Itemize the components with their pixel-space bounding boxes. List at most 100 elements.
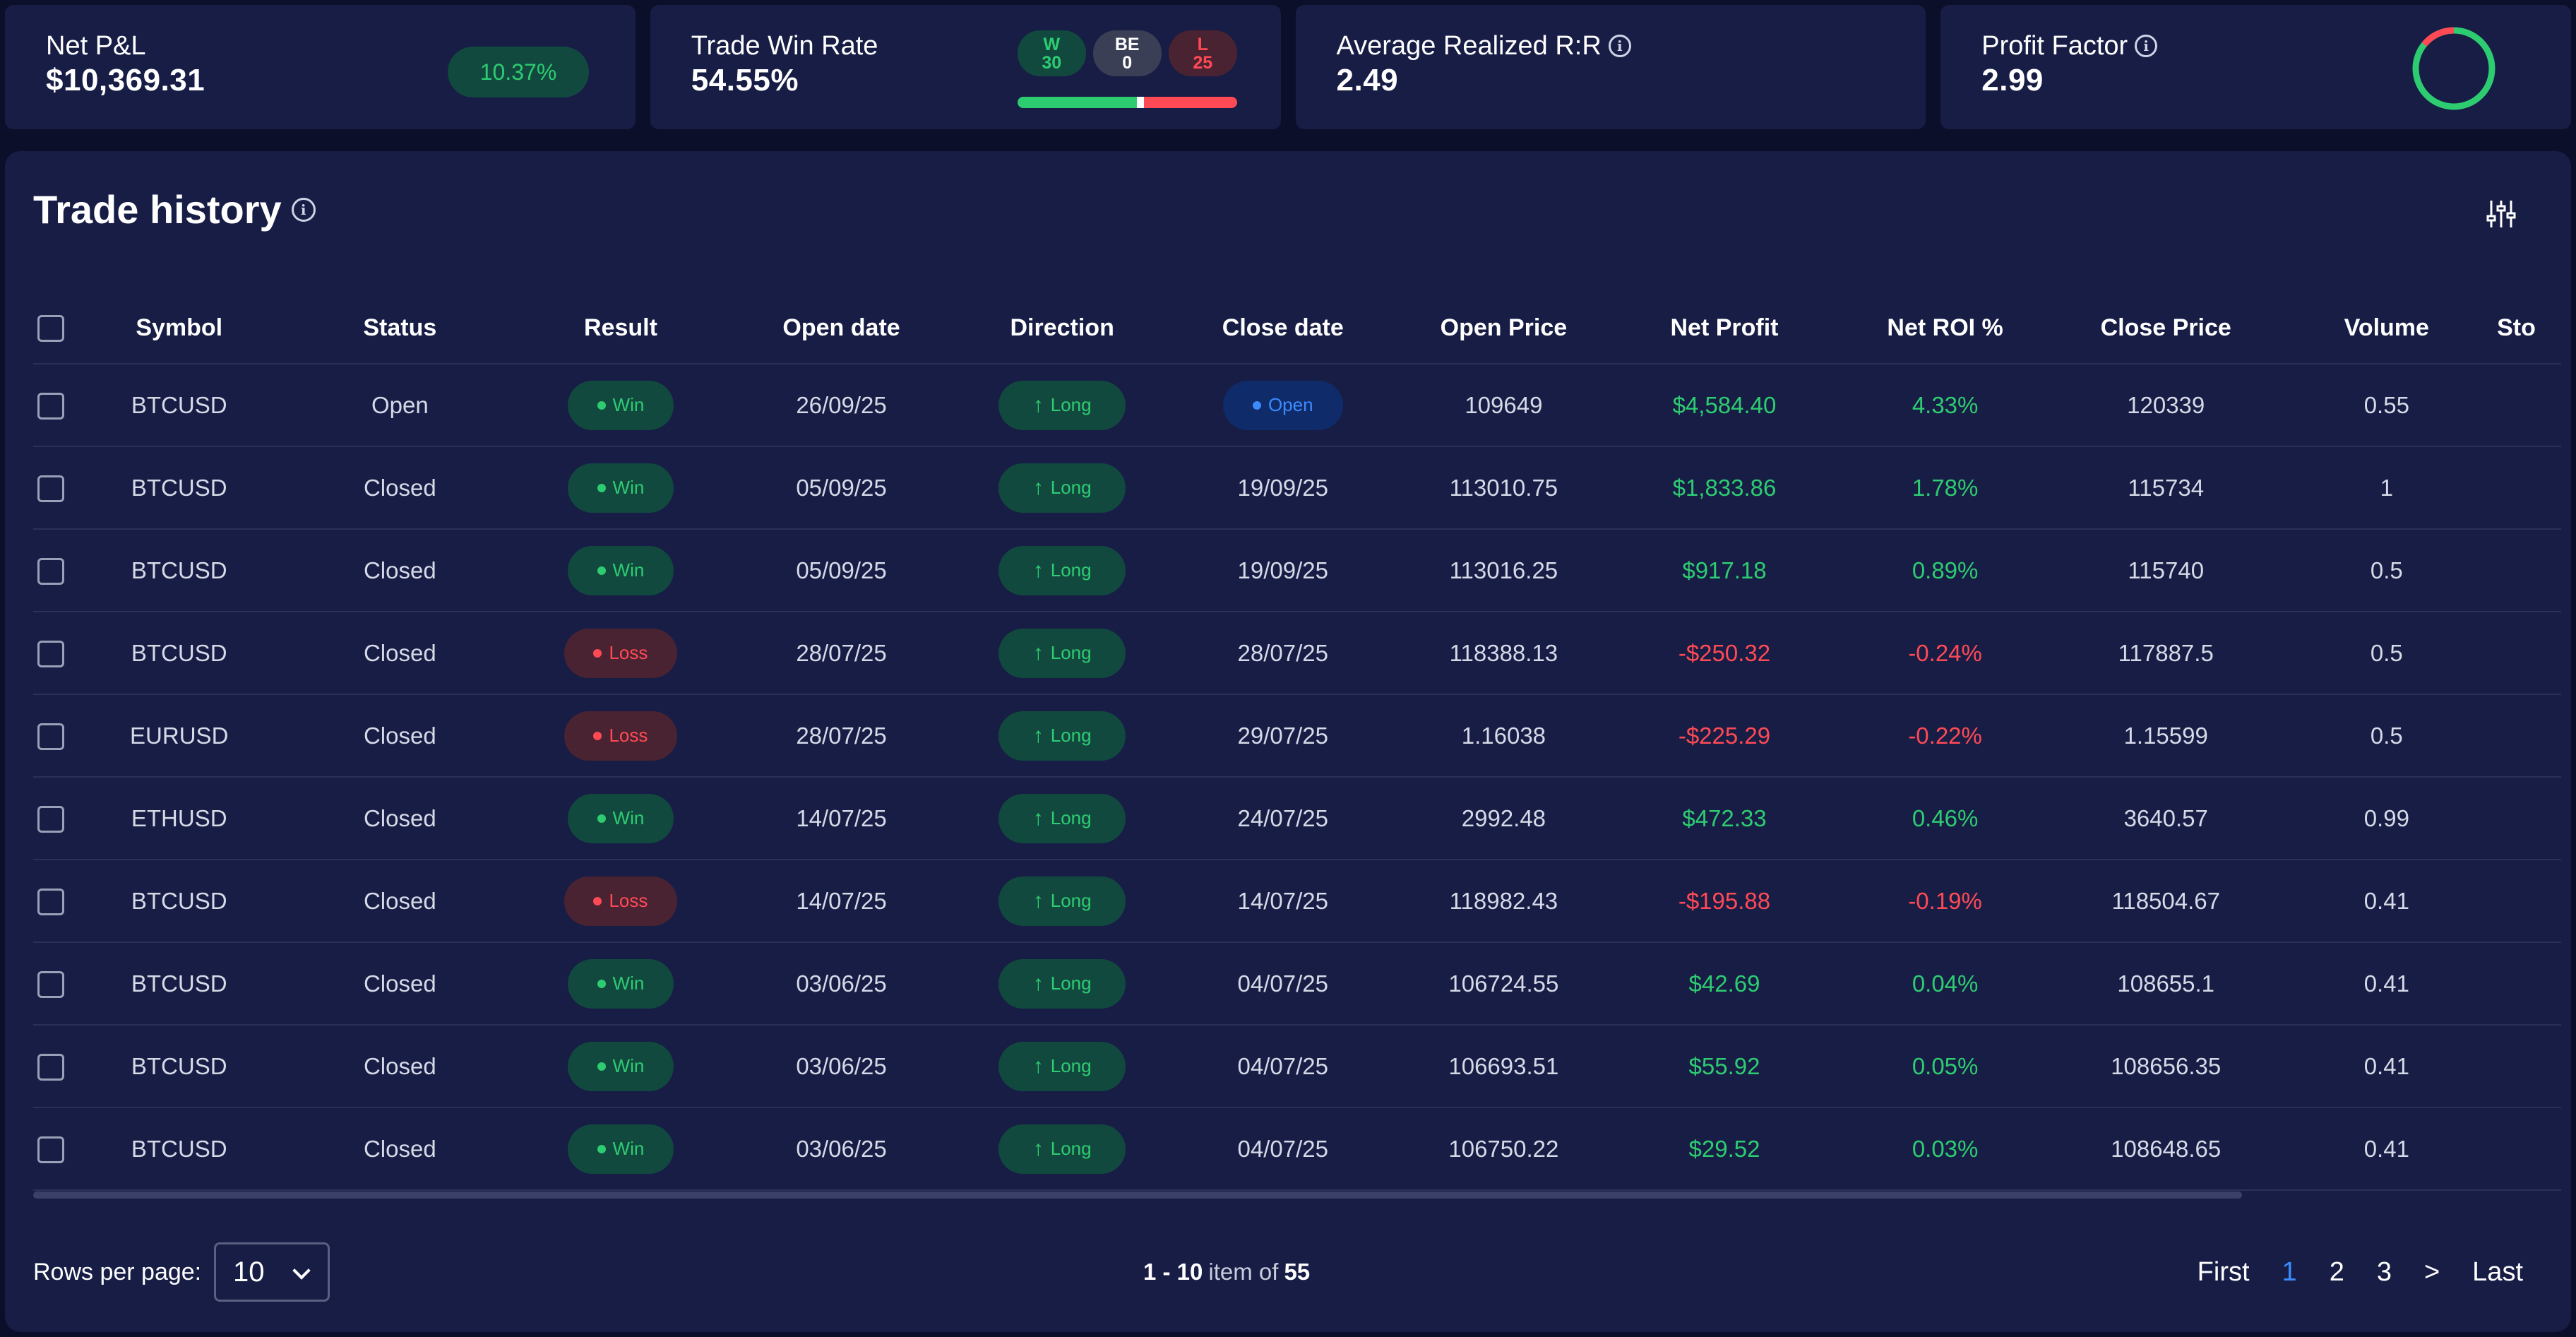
row-checkbox[interactable] <box>37 723 65 750</box>
column-header-stop[interactable]: Sto <box>2497 292 2561 364</box>
arrow-up-icon: ↑ <box>1032 641 1044 665</box>
open-date-cell: 28/07/25 <box>731 612 952 695</box>
table-row[interactable]: ETHUSD Closed Win 14/07/25 ↑ Long 24/07/25 2992… <box>33 777 2561 860</box>
status-cell: Closed <box>290 612 511 695</box>
rows-per-page-select[interactable]: 10 <box>214 1242 330 1302</box>
arrow-up-icon: ↑ <box>1032 393 1044 417</box>
avg-rr-title: Average Realized R:R <box>1336 30 1602 61</box>
stop-cell <box>2497 860 2561 943</box>
open-price-cell: 113010.75 <box>1393 446 1614 530</box>
profit-factor-card: Profit Factor i 2.99 <box>1940 5 2571 129</box>
result-cell: Loss <box>510 694 732 778</box>
column-header-net-profit[interactable]: Net Profit <box>1614 292 1835 364</box>
row-checkbox[interactable] <box>37 805 65 833</box>
net-profit-cell: $29.52 <box>1614 1107 1835 1191</box>
column-header-result[interactable]: Result <box>510 292 732 364</box>
row-checkbox[interactable] <box>37 475 65 502</box>
win-bar-segment <box>1017 97 1138 108</box>
dot-icon <box>597 566 606 575</box>
loss-ring-segment <box>2421 27 2455 47</box>
item-of-label: item of <box>1208 1259 1279 1285</box>
row-checkbox[interactable] <box>37 640 65 667</box>
net-roi-cell: 0.89% <box>1835 529 2056 612</box>
volume-cell: 0.5 <box>2276 694 2498 778</box>
column-header-open-price[interactable]: Open Price <box>1393 292 1614 364</box>
table-row[interactable]: EURUSD Closed Loss 28/07/25 ↑ Long 29/07/25 1.1… <box>33 694 2561 778</box>
page-1-button[interactable]: 1 <box>2282 1256 2297 1287</box>
table-row[interactable]: BTCUSD Closed Win 03/06/25 ↑ Long 04/07/25 1067… <box>33 1107 2561 1191</box>
chevron-down-icon <box>292 1261 311 1280</box>
row-select-cell <box>33 1107 69 1191</box>
net-roi-cell: 0.03% <box>1835 1107 2056 1191</box>
row-checkbox[interactable] <box>37 970 65 998</box>
table-row[interactable]: BTCUSD Closed Win 03/06/25 ↑ Long 04/07/25 1066… <box>33 1025 2561 1108</box>
open-date-cell: 05/09/25 <box>731 446 952 530</box>
table-row[interactable]: BTCUSD Closed Loss 14/07/25 ↑ Long 14/07/25 118… <box>33 860 2561 943</box>
direction-cell: ↑ Long <box>951 1025 1173 1108</box>
volume-cell: 0.5 <box>2276 612 2498 695</box>
select-all-checkbox[interactable] <box>37 315 65 342</box>
losses-count: 25 <box>1193 52 1213 73</box>
table-row[interactable]: BTCUSD Closed Win 03/06/25 ↑ Long 04/07/25 1067… <box>33 942 2561 1026</box>
open-date-cell: 28/07/25 <box>731 694 952 778</box>
last-page-button[interactable]: Last <box>2472 1256 2523 1287</box>
item-range: 1 - 10 <box>1143 1259 1203 1285</box>
close-price-cell: 3640.57 <box>2055 777 2277 860</box>
dot-icon <box>597 400 606 410</box>
direction-cell: ↑ Long <box>951 446 1173 530</box>
row-checkbox[interactable] <box>37 1136 65 1163</box>
row-checkbox[interactable] <box>37 888 65 915</box>
table-row[interactable]: BTCUSD Open Win 26/09/25 ↑ Long Open 109649 $4,5… <box>33 364 2561 447</box>
horizontal-scrollbar[interactable] <box>33 1192 2242 1199</box>
next-page-button[interactable]: > <box>2423 1256 2440 1287</box>
table-row[interactable]: BTCUSD Closed Loss 28/07/25 ↑ Long 28/07/25 118… <box>33 612 2561 695</box>
net-pnl-percent-badge: 10.37% <box>448 47 589 97</box>
arrow-up-icon: ↑ <box>1032 1136 1044 1160</box>
info-icon[interactable]: i <box>2135 35 2158 57</box>
net-profit-cell: $917.18 <box>1614 529 1835 612</box>
symbol-cell: BTCUSD <box>68 1025 290 1108</box>
column-header-close-price[interactable]: Close Price <box>2055 292 2277 364</box>
column-header-direction[interactable]: Direction <box>951 292 1173 364</box>
column-header-open-date[interactable]: Open date <box>731 292 952 364</box>
open-price-cell: 106693.51 <box>1393 1025 1614 1108</box>
page-3-button[interactable]: 3 <box>2376 1256 2392 1287</box>
table-row[interactable]: BTCUSD Closed Win 05/09/25 ↑ Long 19/09/25 1130… <box>33 529 2561 612</box>
result-badge: Loss <box>564 628 677 678</box>
info-icon[interactable]: i <box>1608 35 1631 57</box>
row-checkbox[interactable] <box>37 392 65 420</box>
breakeven-pill: BE 0 <box>1092 30 1162 76</box>
symbol-cell: ETHUSD <box>68 777 290 860</box>
page-2-button[interactable]: 2 <box>2329 1256 2344 1287</box>
first-page-button[interactable]: First <box>2197 1256 2250 1287</box>
net-roi-cell: 0.05% <box>1835 1025 2056 1108</box>
volume-cell: 0.55 <box>2276 364 2498 447</box>
avg-rr-title-row: Average Realized R:R i <box>1337 30 1926 61</box>
volume-cell: 0.99 <box>2276 777 2498 860</box>
info-icon[interactable]: i <box>291 197 316 222</box>
column-header-volume[interactable]: Volume <box>2276 292 2498 364</box>
close-date-cell: 24/07/25 <box>1172 777 1394 860</box>
close-date-label: Open <box>1268 394 1313 415</box>
row-select-cell <box>33 446 69 530</box>
direction-label: Long <box>1050 642 1092 663</box>
wins-count: 30 <box>1042 52 1062 73</box>
status-cell: Closed <box>290 446 511 530</box>
profit-factor-title-row: Profit Factor i <box>1981 30 2571 61</box>
volume-cell: 0.41 <box>2276 1107 2498 1191</box>
status-cell: Closed <box>290 1025 511 1108</box>
column-header-symbol[interactable]: Symbol <box>68 292 290 364</box>
column-header-status[interactable]: Status <box>290 292 511 364</box>
result-cell: Win <box>510 777 732 860</box>
close-date-cell: 04/07/25 <box>1172 1025 1394 1108</box>
column-header-net-roi[interactable]: Net ROI % <box>1835 292 2056 364</box>
result-label: Win <box>612 1055 645 1076</box>
sliders-icon[interactable] <box>2485 198 2517 230</box>
column-header-close-date[interactable]: Close date <box>1172 292 1394 364</box>
close-date-cell: 14/07/25 <box>1172 860 1394 943</box>
open-date-cell: 03/06/25 <box>731 1025 952 1108</box>
row-checkbox[interactable] <box>37 1053 65 1081</box>
table-row[interactable]: BTCUSD Closed Win 05/09/25 ↑ Long 19/09/25 1130… <box>33 446 2561 530</box>
losses-label: L <box>1197 34 1208 54</box>
row-checkbox[interactable] <box>37 557 65 585</box>
